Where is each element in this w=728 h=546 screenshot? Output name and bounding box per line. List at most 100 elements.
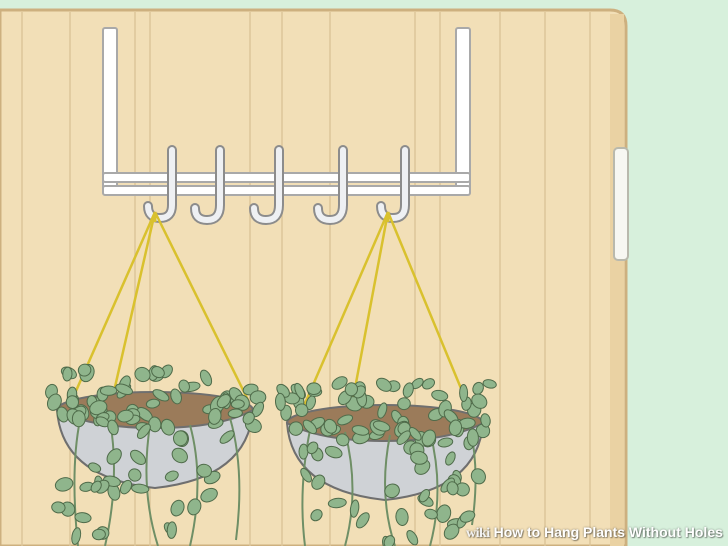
leaf (396, 430, 411, 445)
leaf (128, 468, 142, 482)
leaf (106, 448, 122, 465)
leaf (99, 385, 118, 396)
hanging-ropes (70, 211, 474, 416)
leaf (445, 451, 456, 466)
leaf (219, 430, 235, 444)
leaf (46, 393, 62, 411)
leaf (77, 363, 92, 377)
leaf (288, 421, 304, 436)
leaf (327, 497, 347, 509)
leaf (134, 366, 151, 383)
hook-1 (143, 145, 177, 224)
hook-5 (376, 145, 410, 224)
leaf (119, 479, 133, 495)
leaf (421, 429, 436, 447)
leaf (208, 407, 222, 425)
door-edge (610, 14, 624, 546)
leaf (71, 410, 86, 428)
leaf (306, 441, 319, 455)
leaf (466, 428, 479, 447)
leaf (406, 530, 419, 546)
hook-2 (190, 145, 225, 226)
leaf (178, 379, 190, 393)
rack-hooks (143, 145, 410, 226)
leaf (302, 419, 318, 435)
leaf (199, 369, 213, 387)
leaf (335, 433, 350, 447)
leaf (408, 427, 422, 441)
leaf (344, 382, 359, 397)
leaf (446, 481, 459, 496)
leaf (410, 450, 428, 465)
leaf (274, 392, 286, 411)
leaf (384, 483, 400, 499)
leaf (431, 389, 449, 402)
leaf (136, 423, 151, 439)
leaf (372, 420, 391, 432)
leaf (65, 395, 80, 409)
leaf (311, 474, 326, 490)
leaf (170, 499, 185, 517)
hook-4 (313, 145, 348, 226)
leaf (54, 477, 74, 492)
leaf (310, 509, 323, 522)
leaf (395, 508, 409, 526)
leaf (298, 443, 309, 460)
leaf (422, 378, 435, 390)
leaf (216, 394, 231, 409)
leaf (294, 382, 306, 400)
leaf (337, 414, 354, 426)
leaf (424, 508, 438, 520)
leaf (242, 411, 255, 425)
leaf (88, 462, 102, 473)
leaf (71, 527, 82, 545)
leaf (227, 408, 243, 419)
leaf (115, 383, 133, 396)
leaf (300, 467, 312, 483)
leaf (482, 379, 497, 389)
leaf (164, 470, 179, 482)
leaf (448, 419, 463, 437)
leaf (91, 528, 106, 541)
leaf (377, 402, 388, 419)
leaf (230, 399, 245, 409)
leaf (324, 445, 343, 459)
leaf (331, 376, 348, 390)
leaf (200, 487, 218, 503)
watermark: wiki How to Hang Plants Without Holes (466, 524, 723, 542)
leaf (376, 377, 392, 392)
leaf (355, 512, 370, 529)
leaf (74, 512, 92, 524)
leaf (170, 388, 182, 405)
leaf (436, 504, 452, 523)
leaf (117, 409, 134, 423)
leaf (383, 535, 396, 546)
leaf (90, 480, 102, 493)
leaf (107, 419, 119, 436)
leaf (323, 418, 338, 434)
leaf (418, 489, 431, 503)
leaf (151, 366, 165, 379)
leaf (351, 425, 370, 436)
leaf (480, 413, 491, 428)
hook-3 (249, 145, 284, 226)
leaf (160, 418, 176, 436)
leaf (437, 437, 454, 448)
door-rack (102, 27, 471, 196)
leaf (402, 382, 414, 398)
watermark-title: How to Hang Plants Without Holes (493, 524, 723, 540)
leaf (62, 366, 73, 382)
leaf (306, 382, 322, 396)
leaf (196, 463, 212, 478)
leaf (349, 499, 360, 518)
plant-leaves (45, 363, 497, 546)
leaf (171, 447, 188, 464)
leaf (172, 430, 189, 447)
leaf (459, 384, 469, 402)
door-hinge (613, 147, 629, 261)
leaf (187, 498, 202, 516)
leaf (51, 501, 66, 514)
leaf (471, 393, 488, 409)
